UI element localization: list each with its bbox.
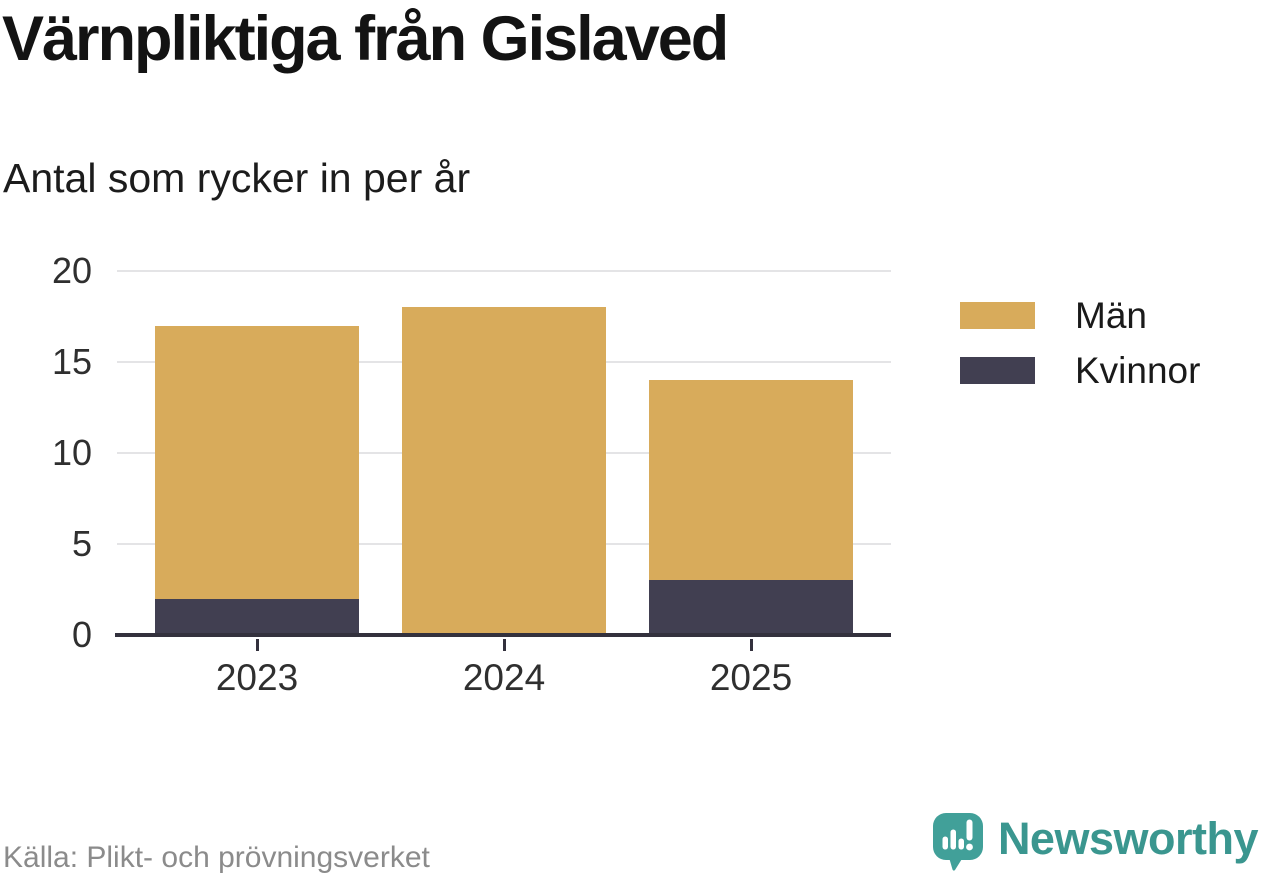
legend-label-män: Män xyxy=(1075,295,1147,336)
x-axis-line xyxy=(115,633,891,637)
x-tick-label-2025: 2025 xyxy=(709,657,793,698)
bar-segment-män-2025 xyxy=(649,380,853,581)
y-tick-label-5: 5 xyxy=(71,523,92,564)
newsworthy-bar-chart-icon xyxy=(931,811,985,871)
y-tick-label-10: 10 xyxy=(51,432,92,473)
plot-area xyxy=(117,270,891,635)
newsworthy-wordmark: Newsworthy xyxy=(997,812,1259,864)
bar-segment-män-2024 xyxy=(402,307,606,635)
newsworthy-logo: Newsworthy xyxy=(931,811,1259,871)
y-tick-label-20: 20 xyxy=(51,250,92,291)
bar-segment-kvinnor-2025 xyxy=(649,580,853,635)
y-tick-label-15: 15 xyxy=(51,341,92,382)
y-tick-label-0: 0 xyxy=(71,614,92,655)
legend-label-kvinnor: Kvinnor xyxy=(1075,350,1201,391)
x-tick-2023 xyxy=(255,639,259,651)
legend-item-män: Män xyxy=(960,295,1200,336)
gridline-20 xyxy=(117,270,891,272)
source-note: Källa: Plikt- och prövningsverket xyxy=(3,841,430,874)
x-tick-label-2024: 2024 xyxy=(462,657,546,698)
bar-segment-män-2023 xyxy=(155,325,359,599)
legend: Män Kvinnor xyxy=(960,295,1201,391)
chart-subtitle: Antal som rycker in per år xyxy=(3,155,471,201)
legend-swatch-kvinnor xyxy=(960,357,1035,384)
legend-item-kvinnor: Kvinnor xyxy=(960,350,1201,391)
chart-title: Värnpliktiga från Gislaved xyxy=(2,4,729,74)
x-tick-2025 xyxy=(749,639,753,651)
x-tick-2024 xyxy=(502,639,506,651)
bar-segment-kvinnor-2023 xyxy=(155,598,359,635)
x-tick-label-2023: 2023 xyxy=(215,657,299,698)
legend-swatch-män xyxy=(960,302,1035,329)
